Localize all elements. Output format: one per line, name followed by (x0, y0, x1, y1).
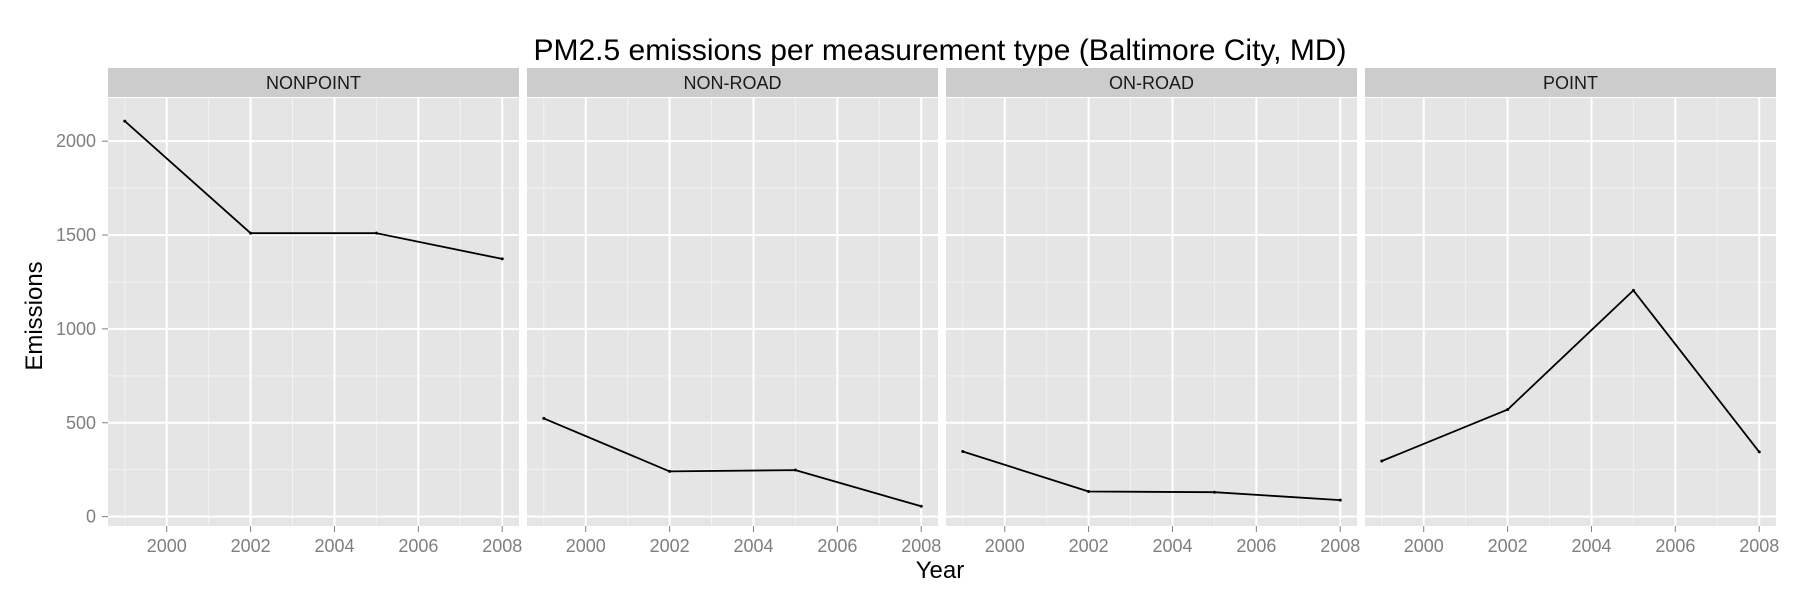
data-point (123, 119, 127, 123)
panel-background (946, 98, 1357, 526)
data-point (1087, 489, 1091, 493)
facet-strip-label: POINT (1543, 73, 1598, 93)
facet-panel-point: POINT 2000 2002 2004 2006 2008 (1365, 68, 1779, 556)
facet-strip (527, 68, 938, 97)
facet-strip (1365, 68, 1776, 97)
y-axis-label: Emissions (21, 261, 48, 370)
x-tick-label: 2002 (231, 536, 271, 556)
x-tick-label: 2000 (147, 536, 187, 556)
data-point (961, 449, 965, 453)
x-tick-label: 2006 (398, 536, 438, 556)
series-line-non-road (543, 417, 922, 508)
x-tick-label: 2004 (314, 536, 354, 556)
x-tick-label: 2002 (650, 536, 690, 556)
y-tick-label: 1500 (56, 225, 96, 245)
data-point (919, 504, 923, 508)
x-tick-label: 2008 (901, 536, 941, 556)
x-tick-label: 2000 (566, 536, 606, 556)
series-line-on-road (962, 450, 1341, 501)
x-tick-label: 2008 (1739, 536, 1779, 556)
facet-panel-non-road: NON-ROAD 2000 2002 2004 2006 2008 (527, 68, 941, 556)
data-point (1631, 288, 1635, 292)
facet-panels: 0 500 1000 1500 2000 NONPOINT 2000 2002 2004 2006… (56, 68, 1779, 556)
facet-panel-nonpoint: NONPOINT 2000 2002 2004 2006 2008 (108, 68, 522, 556)
x-tick-label: 2002 (1488, 536, 1528, 556)
x-tick-label: 2002 (1069, 536, 1109, 556)
series-line-point (1381, 289, 1760, 462)
series-line-nonpoint (124, 120, 503, 260)
x-tick-label: 2008 (482, 536, 522, 556)
x-axis-label: Year (916, 557, 965, 584)
x-tick-label: 2006 (1236, 536, 1276, 556)
x-tick-label: 2008 (1320, 536, 1360, 556)
x-tick-label: 2004 (733, 536, 773, 556)
y-tick-label: 0 (86, 507, 96, 527)
x-tick-label: 2000 (985, 536, 1025, 556)
data-point (1757, 450, 1761, 454)
data-point (793, 468, 797, 472)
panel-background (527, 98, 938, 526)
x-tick-label: 2006 (817, 536, 857, 556)
y-tick-label: 500 (66, 413, 96, 433)
facet-strip-label: NON-ROAD (684, 73, 782, 93)
facet-strip (946, 68, 1357, 97)
x-tick-label: 2004 (1571, 536, 1611, 556)
data-point (668, 469, 672, 473)
data-point (1212, 490, 1216, 494)
panel-background (108, 98, 519, 526)
y-tick-label: 2000 (56, 131, 96, 151)
data-point (500, 257, 504, 261)
data-point (1506, 408, 1510, 412)
facet-panel-on-road: ON-ROAD 2000 2002 2004 2006 2008 (946, 68, 1360, 556)
y-tick-label: 1000 (56, 319, 96, 339)
data-point (542, 416, 546, 420)
panel-background (1365, 98, 1776, 526)
facet-strip (108, 68, 519, 97)
facet-strip-label: NONPOINT (266, 73, 361, 93)
x-tick-label: 2006 (1655, 536, 1695, 556)
chart-title: PM2.5 emissions per measurement type (Ba… (533, 34, 1346, 67)
x-tick-label: 2000 (1404, 536, 1444, 556)
data-point (249, 231, 253, 235)
data-point (1338, 498, 1342, 502)
facet-strip-label: ON-ROAD (1109, 73, 1194, 93)
x-tick-label: 2004 (1152, 536, 1192, 556)
data-point (1380, 459, 1384, 463)
data-point (374, 231, 378, 235)
